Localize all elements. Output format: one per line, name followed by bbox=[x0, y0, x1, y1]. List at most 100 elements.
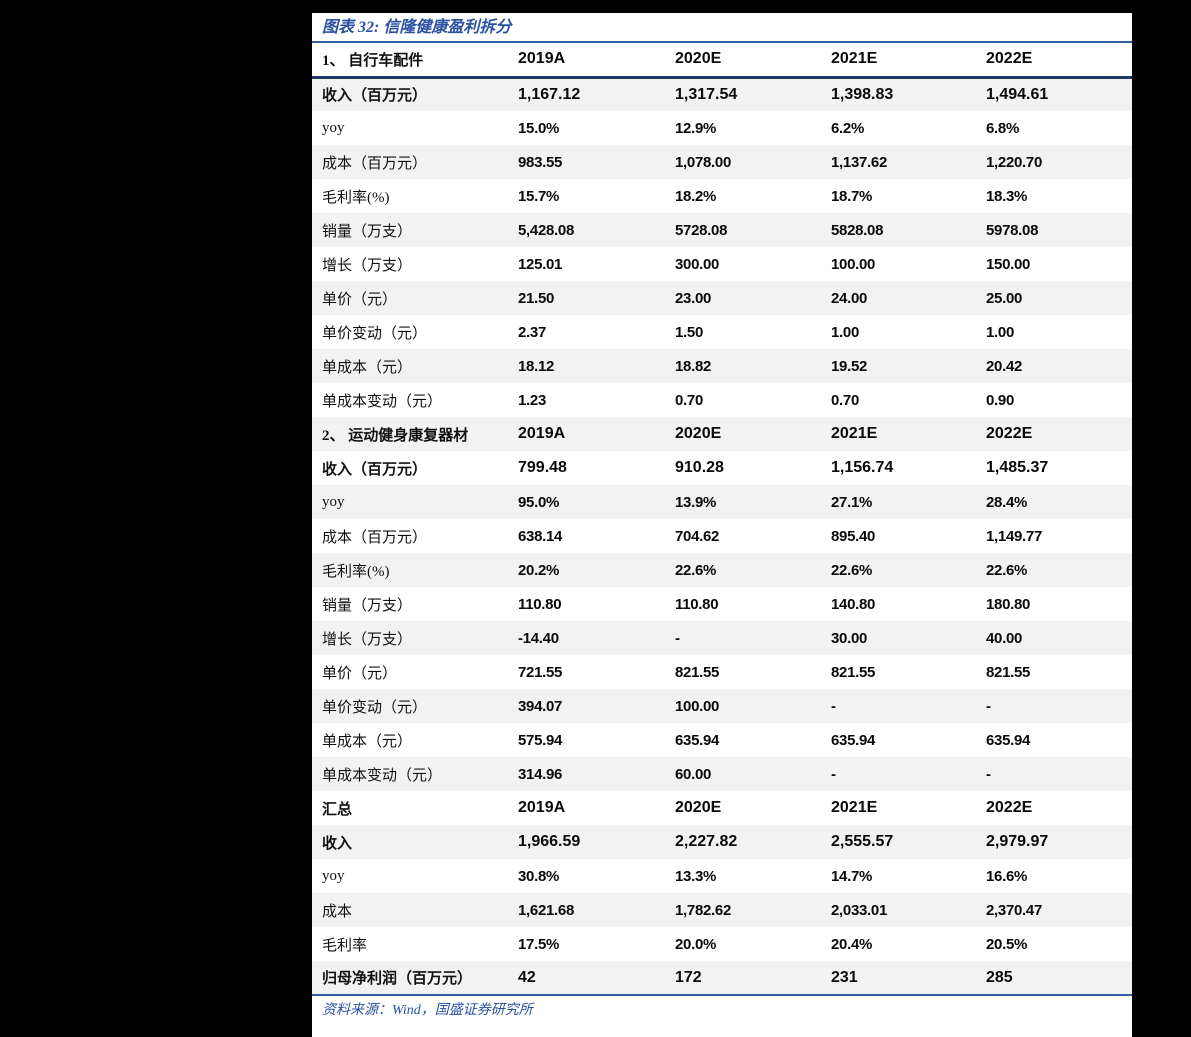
cell-value: 172 bbox=[675, 968, 702, 986]
cell-value: 28.4% bbox=[986, 493, 1028, 511]
row-label: 单成本变动（元） bbox=[322, 767, 443, 784]
table-row: 单成本（元） 575.94 635.94 635.94 635.94 bbox=[312, 723, 1132, 757]
table-row: 单价（元） 21.50 23.00 24.00 25.00 bbox=[312, 281, 1132, 315]
row-label: 增长（万支） bbox=[322, 257, 413, 274]
cell-value: 1,966.59 bbox=[518, 833, 581, 850]
cell-value: 575.94 bbox=[518, 731, 563, 749]
cell-value: 60.00 bbox=[675, 765, 712, 783]
cell-value: 1.23 bbox=[518, 391, 546, 409]
table-row: 成本（百万元） 983.55 1,078.00 1,137.62 1,220.70 bbox=[312, 145, 1132, 179]
cell-value: 6.2% bbox=[831, 119, 864, 137]
year-column-header: 2021E bbox=[831, 799, 878, 816]
cell-value: 2.37 bbox=[518, 323, 546, 341]
cell-value: 21.50 bbox=[518, 289, 555, 307]
cell-value: 2,370.47 bbox=[986, 901, 1042, 919]
row-label: 单成本（元） bbox=[322, 359, 413, 376]
row-label: yoy bbox=[322, 493, 345, 510]
cell-value: 0.90 bbox=[986, 391, 1014, 409]
cell-value: 821.55 bbox=[986, 663, 1031, 681]
table-row: 单价变动（元） 394.07 100.00 - - bbox=[312, 689, 1132, 723]
cell-value: 983.55 bbox=[518, 153, 563, 171]
cell-value: 12.9% bbox=[675, 119, 717, 137]
cell-value: 18.12 bbox=[518, 357, 555, 375]
section-title: 2、 运动健身康复器材 bbox=[322, 427, 469, 444]
cell-value: 15.7% bbox=[518, 187, 560, 205]
cell-value: 150.00 bbox=[986, 255, 1031, 273]
cell-value: 20.5% bbox=[986, 935, 1028, 953]
cell-value: 704.62 bbox=[675, 527, 720, 545]
cell-value: 100.00 bbox=[675, 697, 720, 715]
table-row: yoy 30.8% 13.3% 14.7% 16.6% bbox=[312, 859, 1132, 893]
cell-value: 17.5% bbox=[518, 935, 560, 953]
row-label: 单成本变动（元） bbox=[322, 393, 443, 410]
row-label: 毛利率(%) bbox=[322, 189, 390, 206]
cell-value: 24.00 bbox=[831, 289, 868, 307]
table-row: 单价（元） 721.55 821.55 821.55 821.55 bbox=[312, 655, 1132, 689]
cell-value: 0.70 bbox=[831, 391, 859, 409]
row-label: yoy bbox=[322, 119, 345, 136]
cell-value: 2,979.97 bbox=[986, 833, 1049, 850]
cell-value: 18.7% bbox=[831, 187, 873, 205]
cell-value: 635.94 bbox=[675, 731, 720, 749]
section-title: 1、 自行车配件 bbox=[322, 52, 424, 69]
table-header-row: 1、 自行车配件 2019A 2020E 2021E 2022E bbox=[312, 43, 1132, 77]
row-label: 成本（百万元） bbox=[322, 529, 428, 546]
table-row: 毛利率(%) 15.7% 18.2% 18.7% 18.3% bbox=[312, 179, 1132, 213]
cell-value: 18.82 bbox=[675, 357, 712, 375]
cell-value: 14.7% bbox=[831, 867, 873, 885]
row-label: yoy bbox=[322, 867, 345, 884]
cell-value: 30.8% bbox=[518, 867, 560, 885]
cell-value: 20.0% bbox=[675, 935, 717, 953]
cell-value: 18.3% bbox=[986, 187, 1028, 205]
table-row: 单价变动（元） 2.37 1.50 1.00 1.00 bbox=[312, 315, 1132, 349]
figure-title: 图表 32: 信隆健康盈利拆分 bbox=[312, 13, 1132, 43]
table-row: 收入 1,966.59 2,227.82 2,555.57 2,979.97 bbox=[312, 825, 1132, 859]
cell-value: 1,156.74 bbox=[831, 459, 894, 476]
table-row: 增长（万支） -14.40 - 30.00 40.00 bbox=[312, 621, 1132, 655]
row-label: 增长（万支） bbox=[322, 631, 413, 648]
cell-value: 1.00 bbox=[831, 323, 859, 341]
year-column-header: 2021E bbox=[831, 425, 878, 442]
cell-value: 6.8% bbox=[986, 119, 1019, 137]
table-row: 收入（百万元） 799.48 910.28 1,156.74 1,485.37 bbox=[312, 451, 1132, 485]
cell-value: 0.70 bbox=[675, 391, 703, 409]
cell-value: 1,485.37 bbox=[986, 459, 1049, 476]
cell-value: 895.40 bbox=[831, 527, 876, 545]
cell-value: 22.6% bbox=[675, 561, 717, 579]
row-label: 收入（百万元） bbox=[322, 88, 428, 105]
cell-value: 18.2% bbox=[675, 187, 717, 205]
cell-value: 1.00 bbox=[986, 323, 1014, 341]
table-row: yoy 95.0% 13.9% 27.1% 28.4% bbox=[312, 485, 1132, 519]
cell-value: 95.0% bbox=[518, 493, 560, 511]
source-note: 资料来源：Wind，国盛证券研究所 bbox=[322, 1003, 533, 1018]
cell-value: 2,555.57 bbox=[831, 833, 894, 850]
cell-value: 5,428.08 bbox=[518, 221, 574, 239]
cell-value: 100.00 bbox=[831, 255, 876, 273]
year-column-header: 2022E bbox=[986, 799, 1033, 816]
cell-value: 1,137.62 bbox=[831, 153, 887, 171]
cell-value: 231 bbox=[831, 968, 858, 986]
cell-value: 394.07 bbox=[518, 697, 563, 715]
row-label: 单价（元） bbox=[322, 665, 398, 682]
section-title: 汇总 bbox=[322, 801, 353, 818]
cell-value: 19.52 bbox=[831, 357, 868, 375]
row-label: 收入 bbox=[322, 835, 353, 852]
cell-value: 22.6% bbox=[986, 561, 1028, 579]
cell-value: 5978.08 bbox=[986, 221, 1039, 239]
cell-value: 1,317.54 bbox=[675, 85, 738, 103]
row-label: 销量（万支） bbox=[322, 597, 413, 614]
section-header-row: 汇总 2019A 2020E 2021E 2022E bbox=[312, 791, 1132, 825]
cell-value: 1,621.68 bbox=[518, 901, 574, 919]
table-row: 成本 1,621.68 1,782.62 2,033.01 2,370.47 bbox=[312, 893, 1132, 927]
cell-value: 300.00 bbox=[675, 255, 720, 273]
year-column-header: 2022E bbox=[986, 425, 1033, 442]
row-label: 销量（万支） bbox=[322, 223, 413, 240]
table-body: 收入（百万元） 1,167.12 1,317.54 1,398.83 1,494.61 y… bbox=[312, 77, 1132, 995]
cell-value: 2,227.82 bbox=[675, 833, 738, 850]
cell-value: 1,167.12 bbox=[518, 85, 581, 103]
cell-value: 23.00 bbox=[675, 289, 712, 307]
cell-value: 25.00 bbox=[986, 289, 1023, 307]
table-row: 销量（万支） 110.80 110.80 140.80 180.80 bbox=[312, 587, 1132, 621]
cell-value: 721.55 bbox=[518, 663, 563, 681]
